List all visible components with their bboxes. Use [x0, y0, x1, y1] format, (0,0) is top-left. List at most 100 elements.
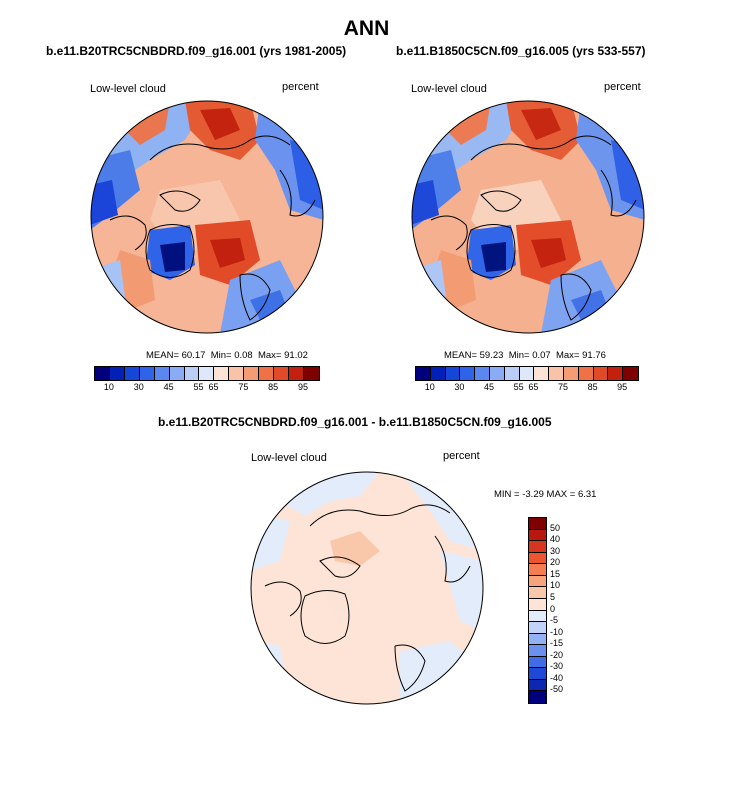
panel3-region-southeast — [400, 641, 483, 704]
panel2-region-greenland-core — [481, 242, 506, 272]
colorbar-tick-label: -30 — [550, 661, 564, 672]
colorbar-tick-label: 30 — [454, 382, 465, 392]
panel1-coast-islands — [159, 190, 201, 212]
panel2-coast-islands — [480, 190, 522, 212]
colorbar-tick-label: 85 — [587, 382, 598, 392]
colorbar-swatch — [416, 367, 431, 380]
colorbar-tick-label: -50 — [550, 684, 564, 695]
colorbar-tick-label: 10 — [550, 580, 561, 591]
colorbar-swatch — [529, 610, 546, 623]
colorbar-swatch — [593, 367, 609, 380]
colorbar-tick-label: 15 — [550, 568, 561, 579]
colorbar-tick-label: 30 — [550, 545, 561, 556]
panel1-coast-north — [149, 135, 291, 161]
colorbar-swatch — [529, 656, 546, 669]
colorbar-swatch — [578, 367, 594, 380]
panel3-title: b.e11.B20TRC5CNBDRD.f09_g16.001 - b.e11.… — [158, 415, 552, 429]
panel2-coast-greenland — [466, 224, 516, 278]
panel3-coast-east — [434, 535, 471, 583]
panel1-coast-greenland — [145, 224, 195, 278]
panel1-mean-value: 60.17 — [181, 350, 206, 361]
colorbar-swatch — [534, 367, 550, 380]
colorbar-swatch — [529, 622, 546, 634]
panel2-region-west-deep — [412, 180, 439, 225]
panel1-region-arctic-deep-red — [200, 108, 240, 140]
panel3-polar-map — [250, 471, 484, 705]
min-label: Min= — [210, 350, 232, 361]
panel1-max-value: 91.02 — [284, 350, 308, 361]
panel1-region-greenland-core — [160, 242, 185, 272]
panel1-units-label: percent — [282, 81, 319, 93]
colorbar-tick-label: 75 — [238, 382, 249, 392]
colorbar-tick-label: -10 — [550, 626, 564, 637]
colorbar-swatch — [184, 367, 200, 380]
panel1-title: b.e11.B20TRC5CNBDRD.f09_g16.001 (yrs 198… — [46, 44, 347, 58]
colorbar-swatch — [529, 598, 546, 611]
panel2-variable-label: Low-level cloud — [411, 83, 487, 95]
panel3-coast-scandinavia — [394, 644, 426, 692]
colorbar-swatch — [229, 367, 245, 380]
colorbar-tick-label: 65 — [528, 382, 539, 392]
colorbar-swatch — [549, 367, 564, 380]
mean-label: MEAN= — [146, 350, 179, 361]
max-label: Max= — [555, 350, 580, 361]
colorbar-tick-label: 45 — [483, 382, 495, 392]
panel1-polar-map — [90, 100, 324, 334]
colorbar-tick-label: 30 — [133, 382, 144, 392]
colorbar-swatch — [529, 529, 546, 542]
colorbar-tick-label: -20 — [550, 649, 564, 660]
colorbar-swatch — [623, 367, 638, 380]
panel2-mean-value: 59.23 — [479, 350, 504, 361]
colorbar-tick-label: 65 — [208, 382, 219, 392]
panel1-min-value: 0.08 — [234, 350, 253, 361]
panel3-variable-label: Low-level cloud — [251, 452, 327, 464]
panel2-region-arctic-deep-red — [521, 108, 561, 140]
colorbar-tick-label: 75 — [557, 382, 569, 392]
colorbar-swatch — [529, 564, 546, 576]
colorbar-tick-label: -40 — [550, 672, 564, 683]
panel3-coast-north — [309, 504, 451, 527]
panel2-units-label: percent — [604, 81, 641, 93]
colorbar-swatch — [274, 367, 289, 380]
colorbar-swatch — [529, 575, 546, 588]
panel1-region-atlantic-deep — [210, 238, 245, 268]
panel3-region-east — [440, 551, 483, 631]
colorbar-swatch — [199, 367, 215, 380]
colorbar-swatch — [430, 367, 446, 380]
panel3-region-greenland — [325, 586, 355, 616]
colorbar-tick-label: 5 — [550, 591, 556, 602]
panel2-polar-map — [411, 100, 645, 334]
panel3-coast-islands — [319, 556, 361, 578]
colorbar-swatch — [504, 367, 520, 380]
panel1-coast-canada — [109, 215, 147, 251]
colorbar-swatch — [214, 367, 230, 380]
colorbar-swatch — [95, 367, 110, 380]
colorbar-tick-label: 95 — [298, 382, 309, 392]
colorbar-swatch — [154, 367, 170, 380]
panel2-coast-scandinavia — [560, 273, 592, 321]
panel2-coast-east — [600, 169, 637, 217]
colorbar-swatch — [529, 679, 546, 692]
colorbar-tick-label: 55 — [193, 382, 204, 392]
panel1-stats: MEAN= 60.17 Min= 0.08 Max= 91.02 — [146, 350, 308, 361]
colorbar-swatch — [529, 645, 546, 657]
colorbar-swatch — [563, 367, 579, 380]
colorbar-swatch — [244, 367, 260, 380]
colorbar-tick-label: 10 — [103, 382, 114, 392]
panel1-colorbar — [94, 366, 320, 381]
colorbar-tick-label: -5 — [550, 615, 559, 626]
colorbar-tick-label: 40 — [550, 534, 561, 545]
panel2-min-value: 0.07 — [532, 350, 551, 361]
min-label: Min= — [508, 350, 530, 361]
colorbar-swatch — [109, 367, 125, 380]
colorbar-swatch — [259, 367, 275, 380]
figure-title: ANN — [343, 17, 390, 40]
colorbar-swatch — [475, 367, 490, 380]
panel2-title: b.e11.B1850C5CN.f09_g16.005 (yrs 533-557… — [396, 44, 646, 58]
panel2-stats: MEAN= 59.23 Min= 0.07 Max= 91.76 — [444, 350, 606, 361]
colorbar-swatch — [460, 367, 476, 380]
colorbar-tick-label: 10 — [424, 382, 435, 392]
colorbar-swatch — [529, 518, 546, 530]
colorbar-swatch — [529, 668, 546, 680]
colorbar-tick-label: 95 — [617, 382, 628, 392]
